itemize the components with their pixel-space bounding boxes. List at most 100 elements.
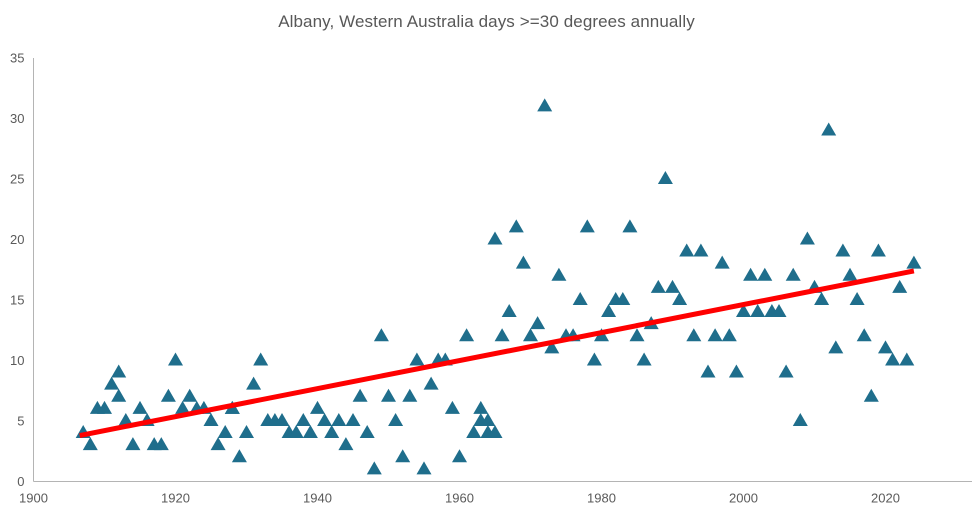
data-point-marker <box>274 412 290 426</box>
y-axis-tick-label: 25 <box>10 172 24 187</box>
data-point-marker <box>473 400 489 414</box>
x-axis-tick-label: 1960 <box>445 491 474 506</box>
data-point-marker <box>672 291 688 305</box>
x-axis-tick-label: 1920 <box>161 491 190 506</box>
y-axis-tick-label: 0 <box>17 474 24 489</box>
data-point-marker <box>253 352 269 366</box>
y-axis-tick-label: 30 <box>10 111 24 126</box>
data-point-marker <box>508 219 524 233</box>
data-point-marker <box>487 425 503 439</box>
data-point-marker <box>182 388 198 402</box>
data-point-marker <box>111 388 127 402</box>
data-point-marker <box>324 425 340 439</box>
data-point-marker <box>799 231 815 245</box>
data-point-marker <box>863 388 879 402</box>
data-point-marker <box>707 328 723 342</box>
y-axis-tick-label: 15 <box>10 293 24 308</box>
data-point-marker <box>530 316 546 330</box>
trend-line <box>79 268 915 438</box>
y-axis-tick-label: 5 <box>17 414 24 429</box>
data-point-marker <box>686 328 702 342</box>
data-point-marker <box>111 364 127 378</box>
data-point-marker <box>700 364 716 378</box>
data-point-marker <box>395 449 411 463</box>
data-point-marker <box>515 255 531 269</box>
data-point-marker <box>757 267 773 281</box>
data-point-marker <box>835 243 851 257</box>
data-point-marker <box>551 267 567 281</box>
data-point-marker <box>153 437 169 451</box>
data-point-marker <box>310 400 325 414</box>
data-point-marker <box>501 304 517 318</box>
data-point-marker <box>870 243 886 257</box>
data-point-marker <box>892 279 908 293</box>
data-point-marker <box>878 340 893 354</box>
x-axis-tick-label: 1900 <box>19 491 48 506</box>
data-point-marker <box>622 219 638 233</box>
data-point-marker <box>231 449 247 463</box>
data-point-marker <box>494 328 510 342</box>
data-point-marker <box>317 412 333 426</box>
data-point-marker <box>175 400 191 414</box>
data-point-marker <box>636 352 652 366</box>
data-point-marker <box>714 255 730 269</box>
data-point-marker <box>203 412 219 426</box>
axis-group <box>32 58 972 483</box>
data-point-marker <box>657 170 673 184</box>
data-point-marker <box>856 328 872 342</box>
x-axis-tick-label: 2020 <box>871 491 900 506</box>
data-point-marker <box>572 291 588 305</box>
data-point-marker <box>246 376 262 390</box>
data-point-marker <box>650 279 666 293</box>
data-point-marker <box>821 122 837 136</box>
data-point-marker <box>352 388 368 402</box>
data-point-marker <box>118 412 134 426</box>
data-point-marker <box>239 425 254 439</box>
data-point-marker <box>402 388 418 402</box>
data-point-marker <box>302 425 318 439</box>
data-point-marker <box>906 255 922 269</box>
x-axis-tick-label: 2000 <box>729 491 758 506</box>
x-axis-tick-label: 1980 <box>587 491 616 506</box>
data-point-marker <box>452 449 467 463</box>
data-point-marker <box>423 376 439 390</box>
data-point-marker <box>373 328 389 342</box>
data-point-marker <box>537 98 553 112</box>
data-point-marker <box>629 328 645 342</box>
data-point-marker <box>601 304 617 318</box>
data-point-marker <box>125 437 141 451</box>
y-axis-tick-label: 35 <box>10 51 24 66</box>
data-point-marker <box>338 437 354 451</box>
data-point-marker <box>388 412 404 426</box>
data-point-marker <box>82 437 98 451</box>
trend-line-path <box>79 268 915 438</box>
data-point-marker <box>615 291 631 305</box>
y-axis-tick-label: 10 <box>10 353 24 368</box>
data-point-marker <box>416 461 432 475</box>
data-point-marker <box>160 388 176 402</box>
data-point-marker <box>693 243 709 257</box>
data-point-marker <box>132 400 148 414</box>
data-point-marker <box>168 352 183 366</box>
data-point-marker <box>736 304 751 318</box>
data-point-marker <box>97 400 112 414</box>
data-point-marker <box>480 412 496 426</box>
data-point-marker <box>778 364 794 378</box>
x-axis-tick-label: 1940 <box>303 491 332 506</box>
data-point-marker <box>295 412 311 426</box>
data-point-marker <box>792 412 808 426</box>
data-point-marker <box>104 376 120 390</box>
data-point-marker <box>444 400 460 414</box>
data-point-markers <box>75 98 922 475</box>
data-point-marker <box>721 328 737 342</box>
data-point-marker <box>459 328 475 342</box>
x-axis-tick-labels: 1900 1920 1940 1960 1980 2000 2020 <box>19 491 900 506</box>
data-point-marker <box>750 304 766 318</box>
data-point-marker <box>381 388 396 402</box>
data-point-marker <box>544 340 560 354</box>
data-point-marker <box>899 352 915 366</box>
data-point-marker <box>785 267 801 281</box>
data-point-marker <box>345 412 361 426</box>
